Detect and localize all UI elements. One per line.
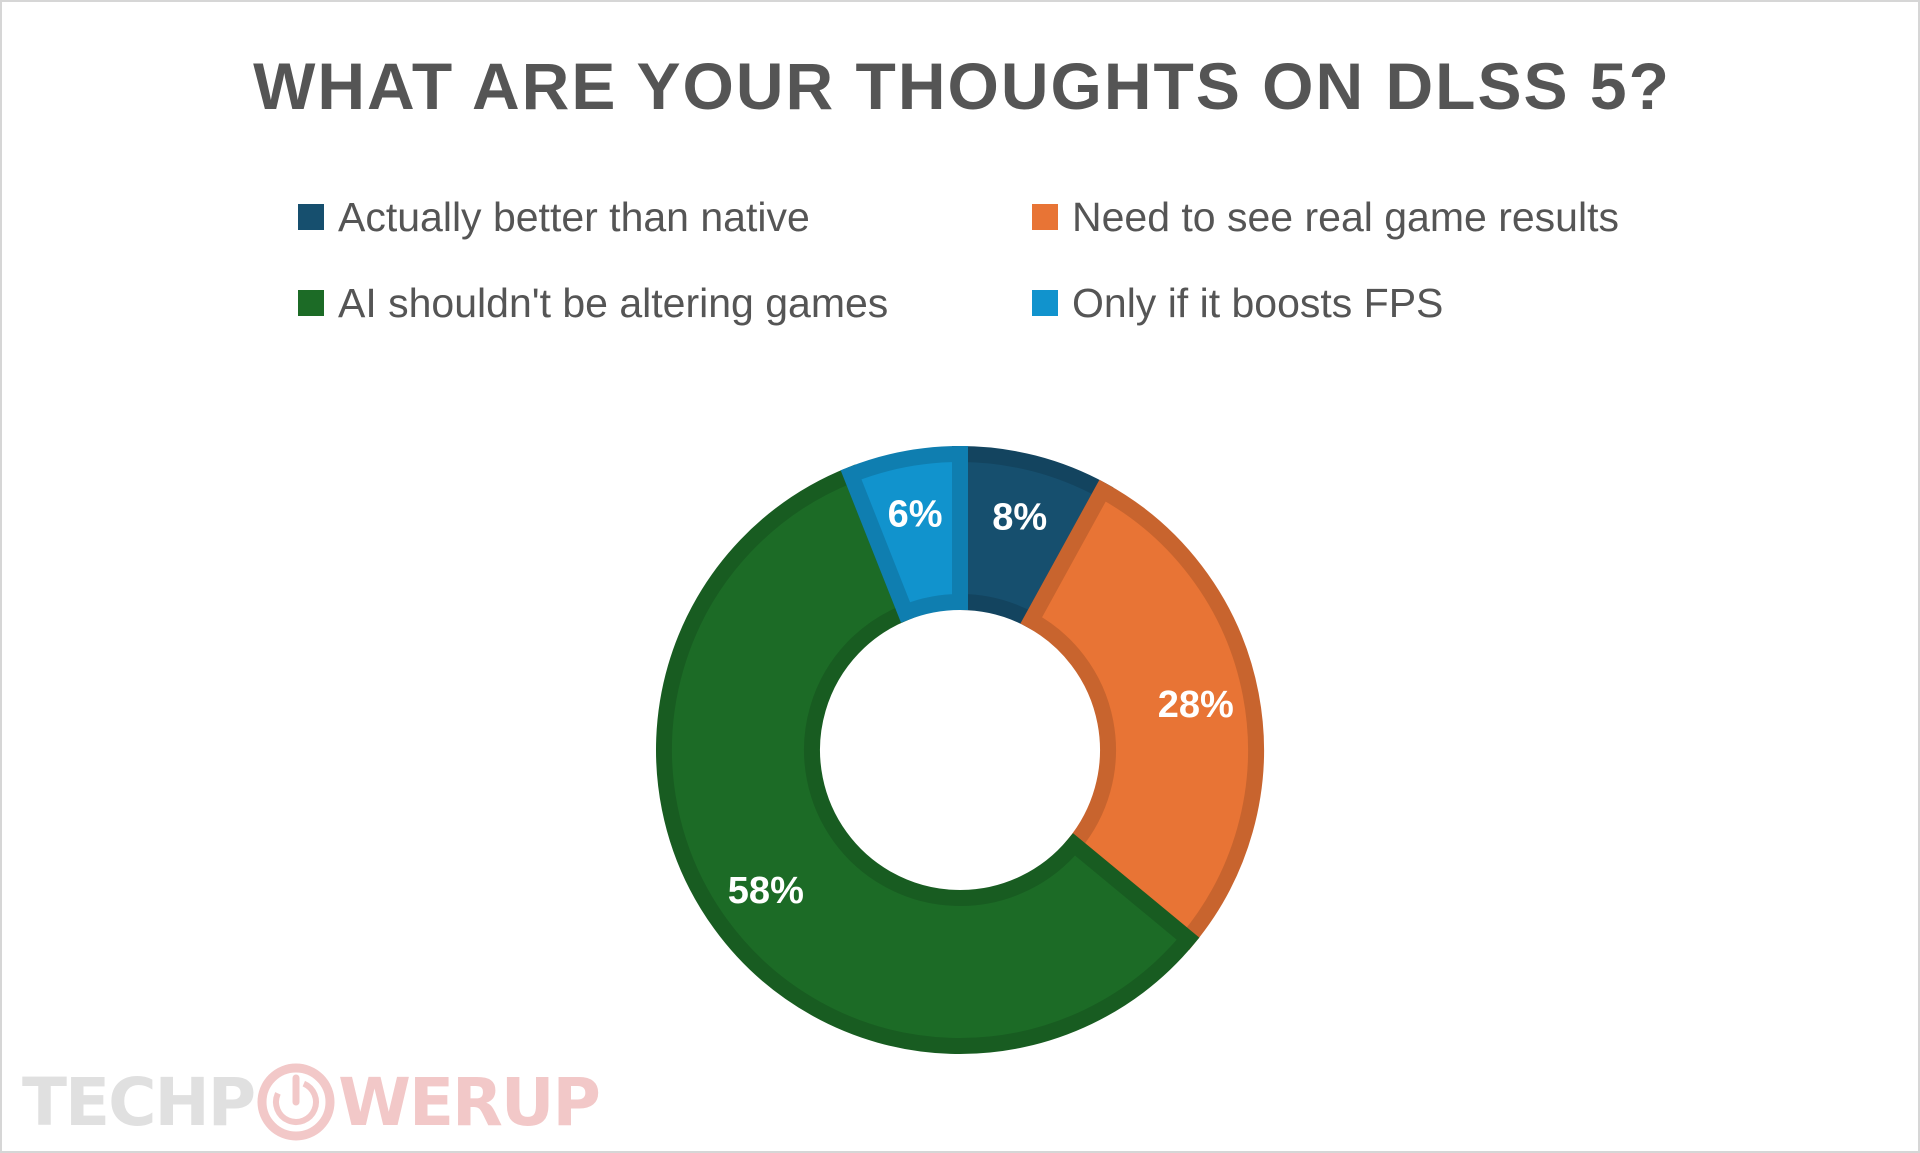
- legend-item-need-real-results: Need to see real game results: [1032, 192, 1619, 242]
- donut-slice: [656, 464, 1200, 1054]
- legend-item-ai-altering: AI shouldn't be altering games: [298, 278, 888, 328]
- legend-label: AI shouldn't be altering games: [338, 279, 889, 326]
- slice-value-label: 8%: [992, 497, 1047, 539]
- chart-title: WHAT ARE YOUR THOUGHTS ON DLSS 5?: [253, 49, 1671, 123]
- legend-swatch: [1032, 204, 1058, 230]
- legend-swatch: [298, 204, 324, 230]
- watermark-text-right: WERUP: [338, 1063, 601, 1141]
- donut-slices: [656, 445, 1264, 1054]
- legend-item-actually-better: Actually better than native: [298, 192, 810, 242]
- slice-value-label: 28%: [1158, 684, 1234, 726]
- donut-slice: [1020, 479, 1264, 950]
- legend-label: Need to see real game results: [1072, 193, 1619, 240]
- techpowerup-watermark: TECHP WERUP: [22, 1062, 601, 1142]
- slice-value-label: 58%: [728, 870, 804, 912]
- legend-swatch: [298, 290, 324, 316]
- slice-value-label: 6%: [888, 493, 943, 535]
- slice-labels: 8% 28% 58% 6%: [728, 493, 1234, 912]
- power-icon: [257, 1063, 335, 1141]
- donut-slice: [840, 445, 968, 623]
- legend-swatch: [1032, 290, 1058, 316]
- legend-label: Only if it boosts FPS: [1072, 279, 1444, 326]
- legend-item-boosts-fps: Only if it boosts FPS: [1032, 278, 1443, 328]
- watermark-text-left: TECHP: [22, 1063, 256, 1141]
- legend-label: Actually better than native: [338, 193, 810, 240]
